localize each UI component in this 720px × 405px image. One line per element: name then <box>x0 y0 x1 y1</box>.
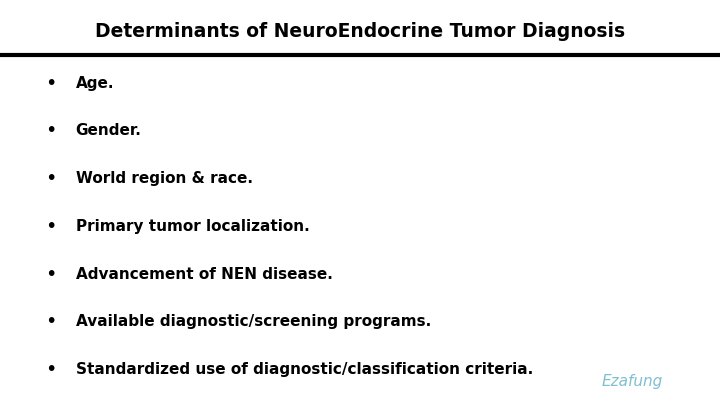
Text: •: • <box>45 265 56 284</box>
Text: Ezafung: Ezafung <box>601 374 662 389</box>
Text: Age.: Age. <box>76 75 114 91</box>
Text: •: • <box>45 169 56 188</box>
Text: Standardized use of diagnostic/classification criteria.: Standardized use of diagnostic/classific… <box>76 362 533 377</box>
Text: Primary tumor localization.: Primary tumor localization. <box>76 219 310 234</box>
Text: Gender.: Gender. <box>76 123 141 139</box>
Text: •: • <box>45 360 56 379</box>
Text: •: • <box>45 122 56 140</box>
Text: •: • <box>45 74 56 92</box>
Text: Determinants of NeuroEndocrine Tumor Diagnosis: Determinants of NeuroEndocrine Tumor Dia… <box>95 22 625 41</box>
Text: •: • <box>45 217 56 236</box>
Text: World region & race.: World region & race. <box>76 171 253 186</box>
Text: Available diagnostic/screening programs.: Available diagnostic/screening programs. <box>76 314 431 330</box>
Text: Advancement of NEN disease.: Advancement of NEN disease. <box>76 266 333 282</box>
Text: •: • <box>45 313 56 331</box>
